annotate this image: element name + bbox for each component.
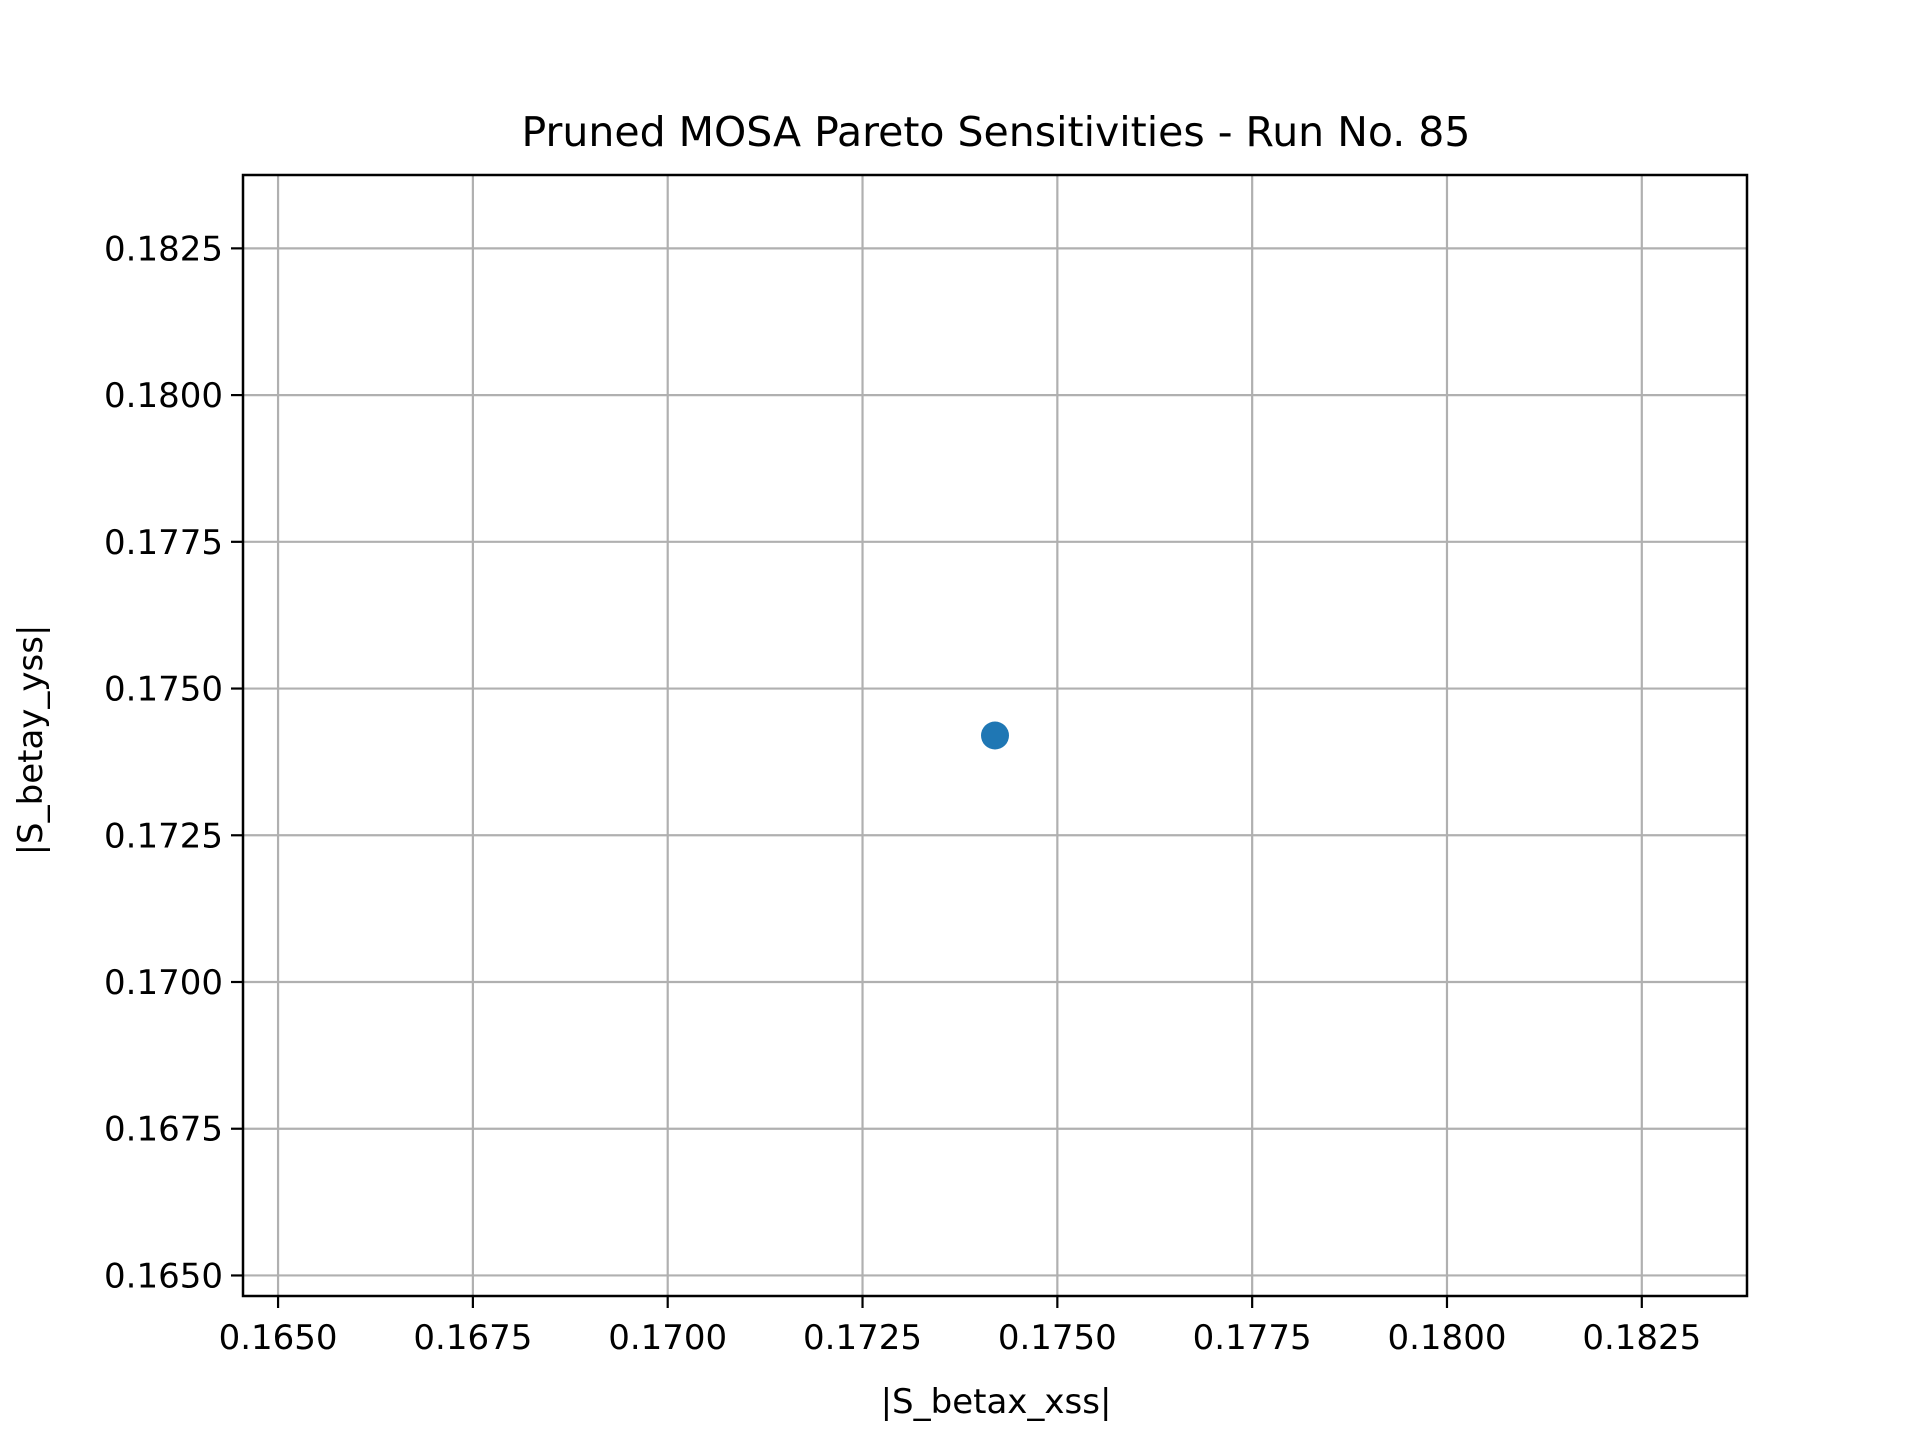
y-tick-label: 0.1725 xyxy=(104,816,223,856)
y-axis-tick-labels: 0.1650 0.1675 0.1700 0.1725 0.1750 0.1775 0.18… xyxy=(104,229,223,1296)
chart-title: Pruned MOSA Pareto Sensitivities - Run N… xyxy=(522,108,1471,156)
x-tick-label: 0.1775 xyxy=(1193,1318,1312,1358)
x-tick-label: 0.1725 xyxy=(803,1318,922,1358)
x-axis-label: |S_betax_xss| xyxy=(881,1382,1112,1422)
y-tick-label: 0.1675 xyxy=(104,1110,223,1150)
x-axis-tick-labels: 0.1650 0.1675 0.1700 0.1725 0.1750 0.1775 0.18… xyxy=(219,1318,1702,1358)
x-tick-label: 0.1700 xyxy=(608,1318,727,1358)
x-tick-label: 0.1650 xyxy=(219,1318,338,1358)
y-tick-label: 0.1800 xyxy=(104,376,223,416)
y-tick-label: 0.1700 xyxy=(104,963,223,1003)
x-tick-label: 0.1800 xyxy=(1387,1318,1506,1358)
axis-ticks xyxy=(231,247,1643,1308)
x-tick-label: 0.1825 xyxy=(1582,1318,1701,1358)
y-tick-label: 0.1650 xyxy=(104,1256,223,1296)
plot-area-frame xyxy=(241,173,1749,1298)
data-points xyxy=(981,721,1009,750)
x-tick-label: 0.1750 xyxy=(998,1318,1117,1358)
x-tick-label: 0.1675 xyxy=(413,1318,532,1358)
data-point xyxy=(981,721,1009,750)
y-axis-label: |S_betay_yss| xyxy=(11,625,51,856)
grid-lines xyxy=(243,175,1747,1296)
y-tick-label: 0.1750 xyxy=(104,670,223,710)
y-tick-label: 0.1775 xyxy=(104,523,223,563)
y-tick-label: 0.1825 xyxy=(104,229,223,269)
